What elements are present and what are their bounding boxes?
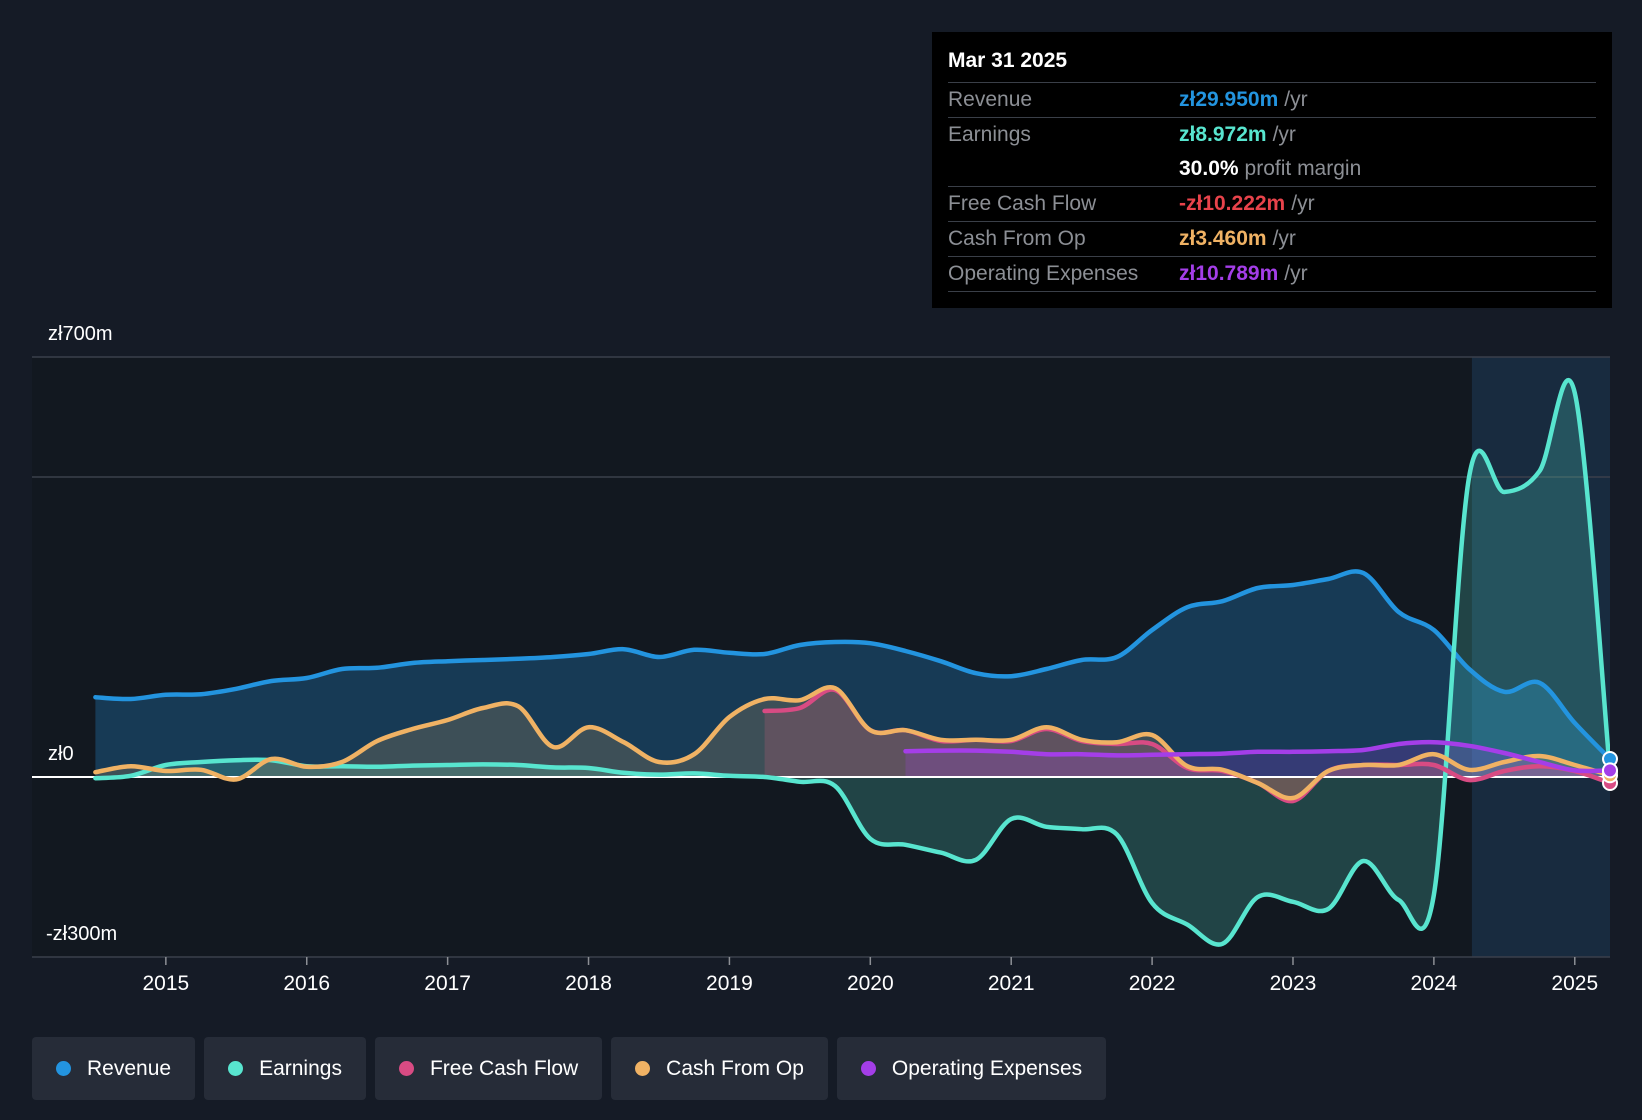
tooltip-label: Operating Expenses (948, 262, 1139, 285)
tooltip-label: Cash From Op (948, 227, 1086, 250)
series-endpoints (1602, 751, 1618, 791)
tooltip-date: Mar 31 2025 (948, 46, 1596, 83)
tooltip-row-free-cash-flow: Free Cash Flow -zł10.222m /yr (948, 187, 1596, 222)
cash-from-op-line (93, 684, 1610, 801)
legend-label: Operating Expenses (891, 1056, 1083, 1080)
legend-label: Earnings (259, 1056, 342, 1080)
legend-dot-icon (860, 1061, 876, 1076)
revenue-line (93, 569, 1610, 762)
tooltip-value: zł10.789m (1179, 262, 1279, 285)
x-tick-label: 2022 (1129, 972, 1176, 995)
tooltip-value: zł29.950m (1179, 88, 1279, 111)
operating-expenses-line (903, 739, 1610, 774)
legend-dot-icon (228, 1061, 244, 1076)
y-axis-bottom-label: -zł300m (46, 923, 117, 945)
tooltip-value: zł8.972m (1179, 123, 1267, 146)
y-axis-top-label: zł700m (48, 323, 112, 345)
tooltip-value: zł3.460m (1179, 227, 1267, 250)
tooltip-panel: Mar 31 2025 Revenue zł29.950m /yr Earnin… (932, 32, 1612, 308)
tooltip-unit: /yr (1272, 227, 1296, 250)
forecast-highlight-band (1471, 357, 1610, 957)
legend-item-cash-from-op[interactable]: Cash From Op (611, 1037, 828, 1100)
tooltip-row-profit-margin: 30.0% profit margin (948, 152, 1596, 187)
operating-expenses-area (905, 742, 1610, 777)
tooltip-unit: profit margin (1244, 157, 1362, 180)
free-cash-flow-area (764, 689, 1610, 802)
legend-dot-icon (56, 1061, 71, 1076)
legend-item-operating-expenses[interactable]: Operating Expenses (836, 1037, 1107, 1100)
legend-label: Revenue (87, 1056, 172, 1080)
x-tick-label: 2017 (424, 972, 471, 995)
tooltip-unit: /yr (1284, 262, 1308, 285)
legend-label: Free Cash Flow (429, 1056, 579, 1080)
operating-expenses-endpoint (1602, 762, 1618, 779)
x-tick-label: 2021 (988, 972, 1035, 995)
legend-item-earnings[interactable]: Earnings (204, 1037, 366, 1100)
revenue-area (95, 571, 1610, 777)
x-tick-label: 2024 (1411, 972, 1458, 995)
tooltip-label (948, 152, 1179, 186)
x-tick-label: 2023 (1270, 972, 1317, 995)
x-axis-ticks: 2015 2016 2017 2018 2019 2020 2021 2022 2023 2024… (142, 957, 1598, 995)
tooltip-unit: /yr (1272, 123, 1296, 146)
tooltip-row-revenue: Revenue zł29.950m /yr (948, 83, 1596, 118)
tooltip-value: 30.0% (1179, 157, 1239, 180)
tooltip-label: Earnings (948, 123, 1031, 146)
tooltip-row-earnings: Earnings zł8.972m /yr (948, 118, 1596, 152)
earnings-area (95, 380, 1610, 945)
tooltip-label: Free Cash Flow (948, 192, 1097, 215)
tooltip-unit: /yr (1284, 88, 1308, 111)
tooltip-row-operating-expenses: Operating Expenses zł10.789m /yr (948, 257, 1596, 292)
legend-item-free-cash-flow[interactable]: Free Cash Flow (374, 1037, 603, 1100)
cash-from-op-area (95, 687, 1610, 799)
legend-item-revenue[interactable]: Revenue (32, 1037, 196, 1100)
x-tick-label: 2025 (1551, 972, 1598, 995)
y-axis-zero-label: zł0 (48, 743, 74, 765)
series-lines (93, 378, 1610, 947)
x-tick-label: 2019 (706, 972, 753, 995)
legend-dot-icon (635, 1061, 651, 1076)
legend: Revenue Earnings Free Cash Flow Cash Fro… (32, 1037, 1107, 1100)
gridlines (32, 356, 1610, 958)
x-tick-label: 2016 (283, 972, 330, 995)
x-tick-label: 2020 (847, 972, 894, 995)
earnings-line (93, 378, 1610, 947)
tooltip-row-cash-from-op: Cash From Op zł3.460m /yr (948, 222, 1596, 257)
legend-dot-icon (398, 1061, 414, 1076)
tooltip-label: Revenue (948, 88, 1033, 111)
tooltip-value: -zł10.222m (1179, 192, 1286, 215)
x-tick-label: 2015 (142, 972, 189, 995)
plot-background (32, 357, 1610, 957)
series-areas (95, 380, 1610, 945)
tooltip-unit: /yr (1291, 192, 1315, 215)
legend-label: Cash From Op (666, 1056, 804, 1080)
x-tick-label: 2018 (565, 972, 612, 995)
